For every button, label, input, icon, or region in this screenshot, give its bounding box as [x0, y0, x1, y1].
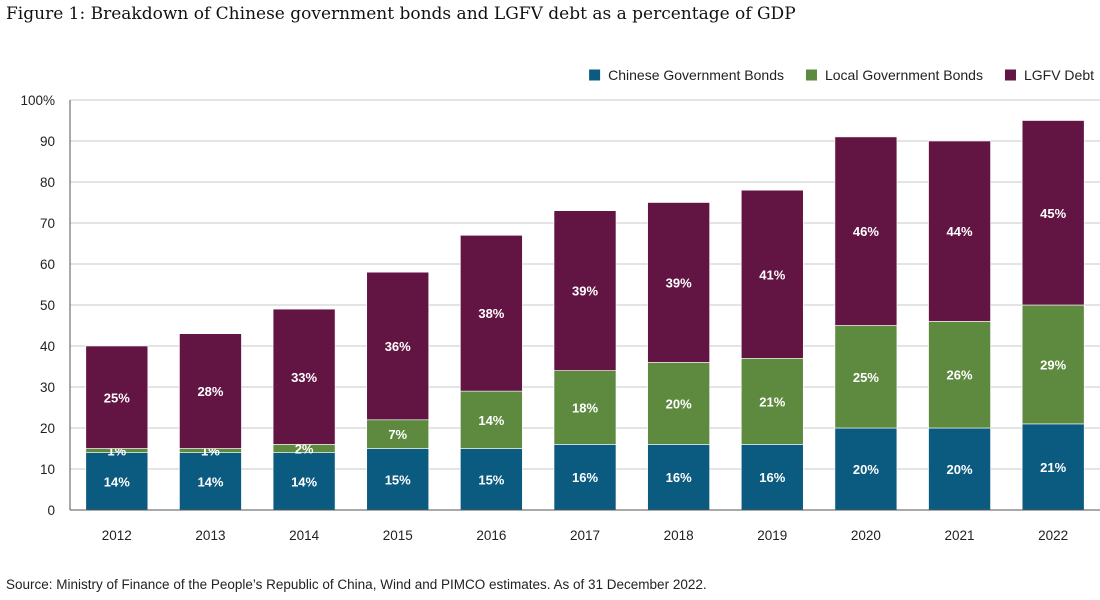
- y-tick-label: 50: [40, 298, 55, 313]
- bar-segment: [460, 390, 523, 449]
- chart-title: Figure 1: Breakdown of Chinese governmen…: [6, 4, 796, 24]
- bar-segment: [272, 452, 336, 511]
- data-label: 15%: [478, 472, 504, 487]
- data-label: 2%: [295, 442, 314, 457]
- x-tick-label: 2022: [1038, 528, 1068, 543]
- data-label: 14%: [291, 474, 317, 489]
- bar-segment: [553, 210, 617, 371]
- data-label: 14%: [197, 474, 223, 489]
- bar-segment: [740, 357, 804, 445]
- legend-label: Local Government Bonds: [825, 67, 983, 83]
- bar-segment: [366, 419, 430, 449]
- data-label: 14%: [478, 413, 504, 428]
- data-label: 14%: [104, 474, 130, 489]
- data-label: 44%: [947, 224, 973, 239]
- bar-segment: [834, 136, 898, 326]
- data-label: 25%: [104, 390, 130, 405]
- data-label: 16%: [666, 470, 692, 485]
- legend-label: LGFV Debt: [1024, 67, 1094, 83]
- data-label: 46%: [853, 224, 879, 239]
- legend: LGFV Debt Local Government Bonds Chinese G…: [589, 67, 1094, 83]
- data-label: 16%: [759, 470, 785, 485]
- data-label: 39%: [666, 275, 692, 290]
- x-axis: 2012 2013 2014 2015 2016 2017 2018 2019 2020 2021…: [70, 509, 1100, 543]
- y-tick-label: 0: [47, 503, 55, 518]
- legend-swatch: [589, 69, 601, 81]
- bar-segment: [928, 140, 991, 322]
- x-tick-label: 2018: [664, 528, 694, 543]
- bar-segment: [928, 321, 991, 429]
- bar-segment: [366, 448, 430, 511]
- data-label: 20%: [947, 462, 973, 477]
- x-tick-label: 2014: [289, 528, 320, 543]
- data-label: 39%: [572, 284, 598, 299]
- bar-segment: [366, 271, 430, 421]
- data-label: 29%: [1040, 357, 1066, 372]
- data-label: 25%: [853, 370, 879, 385]
- data-label: 15%: [385, 472, 411, 487]
- bar-segment: [647, 202, 710, 363]
- x-tick-label: 2012: [102, 528, 132, 543]
- legend-swatch: [805, 69, 817, 81]
- x-tick-label: 2019: [757, 528, 787, 543]
- bar-segment: [740, 444, 804, 511]
- bar-segment: [272, 308, 336, 445]
- data-label: 45%: [1040, 206, 1066, 221]
- bar-segment: [85, 345, 149, 449]
- bar-segment: [460, 235, 523, 392]
- data-label: 21%: [1040, 460, 1066, 475]
- data-label: 38%: [478, 306, 504, 321]
- data-label: 18%: [572, 401, 598, 416]
- bar-segment: [647, 444, 710, 511]
- data-label: 28%: [197, 384, 223, 399]
- bars: 14%1%25%14%1%28%14%2%33%15%7%36%15%14%38…: [85, 120, 1085, 511]
- bar-segment: [460, 448, 523, 511]
- x-tick-label: 2017: [570, 528, 600, 543]
- x-tick-label: 2015: [383, 528, 413, 543]
- y-tick-label: 60: [40, 257, 55, 272]
- x-tick-label: 2020: [851, 528, 881, 543]
- y-tick-label: 30: [40, 380, 55, 395]
- data-label: 41%: [759, 267, 785, 282]
- data-label: 7%: [388, 427, 407, 442]
- data-label: 20%: [666, 396, 692, 411]
- y-tick-label: 90: [40, 134, 55, 149]
- x-tick-label: 2016: [476, 528, 506, 543]
- data-label: 36%: [385, 339, 411, 354]
- bar-segment: [1021, 120, 1085, 306]
- data-label: 26%: [947, 368, 973, 383]
- x-tick-label: 2021: [945, 528, 975, 543]
- bar-segment: [553, 444, 617, 511]
- data-label: 33%: [291, 370, 317, 385]
- y-tick-label: 20: [40, 421, 55, 436]
- y-tick-label: 70: [40, 216, 55, 231]
- y-axis: 0 10 20 30 40 50 60 70 80 90 100%: [20, 93, 71, 518]
- data-label: 21%: [759, 394, 785, 409]
- data-label: 16%: [572, 470, 598, 485]
- bar-segment: [740, 189, 804, 359]
- bar-segment: [834, 427, 898, 511]
- bar-segment: [928, 427, 991, 511]
- data-label: 20%: [853, 462, 879, 477]
- y-tick-label: 80: [40, 175, 55, 190]
- bar-segment: [647, 362, 710, 445]
- bar-segment: [553, 370, 617, 445]
- x-tick-label: 2013: [195, 528, 225, 543]
- bar-segment: [834, 325, 898, 429]
- y-tick-label: 10: [40, 462, 55, 477]
- y-tick-label: 100%: [20, 93, 55, 108]
- legend-label: Chinese Government Bonds: [608, 67, 784, 83]
- bar-segment: [179, 333, 242, 449]
- y-tick-label: 40: [40, 339, 55, 354]
- bar-segment: [85, 452, 149, 511]
- source-note: Source: Ministry of Finance of the Peopl…: [6, 577, 707, 592]
- legend-swatch: [1004, 69, 1016, 81]
